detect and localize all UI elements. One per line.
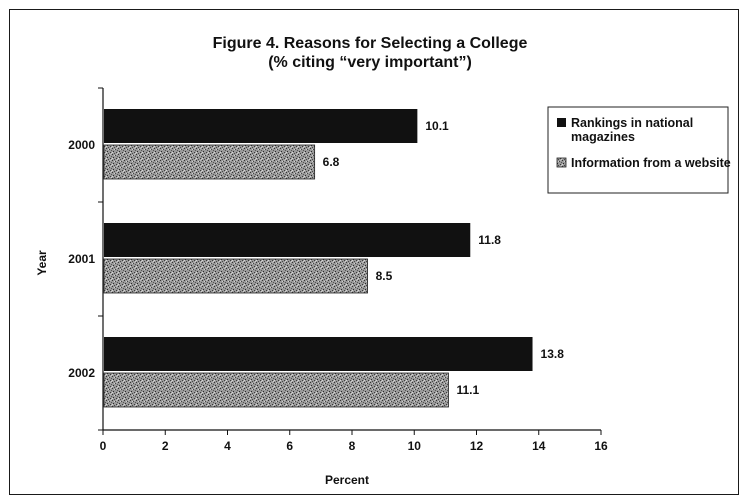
bar-rankings — [104, 109, 418, 143]
x-tick-label: 6 — [286, 439, 293, 453]
legend-box — [547, 106, 729, 194]
legend-label-rankings-line2: magazines — [571, 130, 635, 144]
x-axis-label: Percent — [325, 473, 369, 487]
bar-value-label: 11.1 — [456, 383, 479, 397]
figure-frame: Figure 4. Reasons for Selecting a Colleg… — [9, 9, 739, 495]
x-tick-label: 2 — [162, 439, 169, 453]
bar-rankings — [104, 223, 471, 257]
tick-labels: 0 2 4 6 8 10 12 14 16 2000 2001 2002 — [68, 138, 608, 453]
y-axis-label: Year — [35, 250, 49, 276]
bar-value-label: 11.8 — [478, 233, 501, 247]
chart-title: Figure 4. Reasons for Selecting a Colleg… — [213, 35, 528, 52]
x-tick-label: 14 — [532, 439, 546, 453]
x-tick-label: 16 — [594, 439, 608, 453]
x-tick-label: 0 — [100, 439, 107, 453]
legend-swatch-rankings — [557, 118, 566, 127]
axes — [98, 87, 602, 435]
y-tick-label: 2002 — [68, 366, 95, 380]
y-tick-label: 2001 — [68, 252, 95, 266]
y-tick-label: 2000 — [68, 138, 95, 152]
bar-value-label: 13.8 — [541, 347, 565, 361]
bar-website — [103, 144, 316, 180]
bar-chart: Figure 4. Reasons for Selecting a Colleg… — [35, 35, 731, 487]
x-tick-label: 8 — [349, 439, 356, 453]
legend-label-rankings-line1: Rankings in national — [571, 116, 693, 130]
bar-value-label: 10.1 — [425, 119, 449, 133]
bar-rankings — [104, 337, 533, 371]
value-labels: 10.1 6.8 11.8 8.5 13.8 11.1 — [323, 119, 565, 397]
bars — [103, 109, 533, 408]
bar-value-label: 6.8 — [323, 155, 340, 169]
bar-value-label: 8.5 — [376, 269, 393, 283]
x-tick-label: 12 — [470, 439, 484, 453]
x-tick-label: 10 — [408, 439, 422, 453]
bar-website — [103, 372, 449, 408]
legend: Rankings in national magazines Informati… — [547, 106, 731, 194]
bar-website — [103, 258, 368, 294]
chart-subtitle: (% citing “very important”) — [268, 54, 472, 71]
legend-label-website-line1: Information from a website — [571, 156, 731, 170]
legend-swatch-website — [556, 157, 567, 168]
x-tick-label: 4 — [224, 439, 231, 453]
